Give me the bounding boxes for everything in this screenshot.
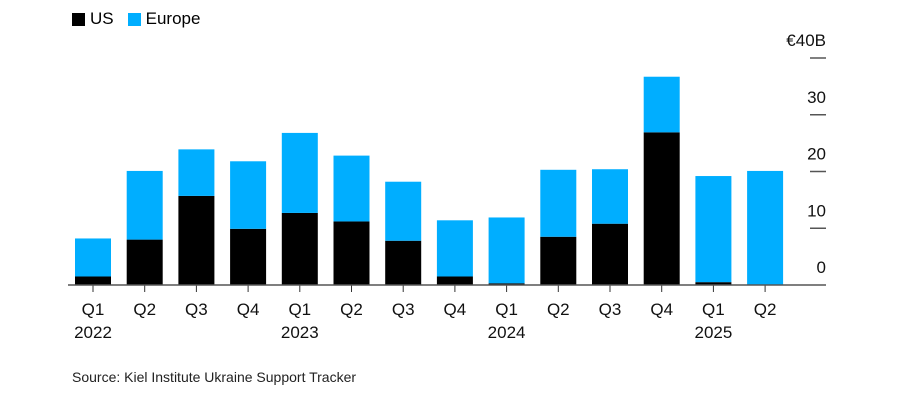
x-tick-label-quarter: Q2 bbox=[133, 300, 156, 319]
x-tick-label-year: 2025 bbox=[694, 323, 732, 342]
x-tick-label-year: 2023 bbox=[281, 323, 319, 342]
bar-us bbox=[643, 132, 680, 285]
bar-us bbox=[178, 195, 215, 285]
bar-us bbox=[488, 283, 525, 285]
bar-europe bbox=[540, 169, 577, 237]
x-tick-label-quarter: Q1 bbox=[82, 300, 105, 319]
bar-europe bbox=[230, 161, 267, 229]
y-tick-label: €40B bbox=[786, 31, 826, 50]
bar-europe bbox=[385, 181, 422, 241]
legend-swatch-europe bbox=[127, 12, 141, 26]
bar-europe bbox=[488, 217, 525, 284]
x-tick-label-quarter: Q4 bbox=[650, 300, 673, 319]
y-tick-label: 30 bbox=[807, 88, 826, 107]
legend-label-us: US bbox=[90, 9, 114, 28]
bar-europe bbox=[436, 220, 473, 277]
legend-item-europe: Europe bbox=[127, 9, 201, 29]
bar-us bbox=[333, 221, 370, 285]
x-tick-label-quarter: Q2 bbox=[754, 300, 777, 319]
x-tick-label-year: 2022 bbox=[74, 323, 112, 342]
bar-us bbox=[385, 240, 422, 285]
bar-us bbox=[126, 239, 163, 285]
source-note: Source: Kiel Institute Ukraine Support T… bbox=[72, 369, 357, 385]
x-tick-label-quarter: Q3 bbox=[392, 300, 415, 319]
bar-us bbox=[695, 282, 732, 285]
bar-us bbox=[540, 236, 577, 285]
bar-europe bbox=[281, 132, 318, 213]
bar-europe bbox=[333, 155, 370, 222]
legend-swatch-us bbox=[72, 12, 85, 26]
bar-europe bbox=[592, 169, 628, 224]
bar-us bbox=[75, 276, 111, 285]
bar-europe bbox=[75, 238, 111, 277]
x-tick-label-year: 2024 bbox=[488, 323, 526, 342]
x-tick-label-quarter: Q4 bbox=[444, 300, 467, 319]
bar-europe bbox=[126, 170, 163, 240]
bar-us bbox=[230, 228, 267, 285]
bar-europe bbox=[178, 149, 215, 196]
bar-us bbox=[592, 223, 628, 285]
x-tick-label-quarter: Q2 bbox=[340, 300, 363, 319]
bar-europe bbox=[695, 176, 732, 283]
y-tick-label: 0 bbox=[817, 258, 826, 277]
bar-us bbox=[281, 212, 318, 285]
legend: US Europe bbox=[72, 9, 200, 29]
y-tick-label: 10 bbox=[807, 201, 826, 220]
bar-us bbox=[436, 276, 473, 285]
x-tick-label-quarter: Q4 bbox=[237, 300, 260, 319]
legend-item-us: US bbox=[72, 9, 114, 29]
x-tick-label-quarter: Q3 bbox=[599, 300, 622, 319]
y-tick-label: 20 bbox=[807, 145, 826, 164]
x-tick-label-quarter: Q1 bbox=[288, 300, 311, 319]
bar-europe bbox=[643, 76, 680, 133]
x-tick-label-quarter: Q1 bbox=[495, 300, 518, 319]
x-tick-label-quarter: Q1 bbox=[702, 300, 725, 319]
x-tick-label-quarter: Q2 bbox=[547, 300, 570, 319]
x-tick-label-quarter: Q3 bbox=[185, 300, 208, 319]
bar-europe bbox=[747, 170, 784, 285]
legend-label-europe: Europe bbox=[145, 9, 201, 28]
